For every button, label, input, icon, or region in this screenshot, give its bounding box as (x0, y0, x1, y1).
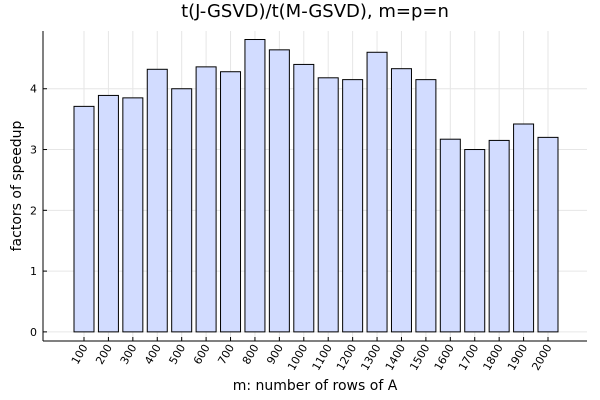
bar-200 (97, 94, 119, 333)
x-tick-label: 1500 (407, 342, 432, 373)
bar-1900 (513, 123, 535, 333)
x-tick-label: 700 (215, 342, 237, 367)
bar-1400 (390, 68, 412, 333)
x-tick-label: 500 (167, 342, 189, 367)
y-tick-label: 4 (30, 83, 37, 96)
x-tick-label: 1100 (310, 342, 335, 373)
x-tick-label: 1200 (334, 342, 359, 373)
y-tick-label: 3 (30, 144, 37, 157)
bar-1600 (439, 138, 461, 333)
y-tick-label: 1 (30, 265, 37, 278)
x-tick-label: 1000 (285, 342, 310, 373)
x-tick-label: 900 (264, 342, 286, 367)
x-tick-label: 200 (93, 342, 115, 367)
x-tick-label: 800 (240, 342, 262, 367)
bar-500 (171, 88, 193, 333)
bar-1500 (415, 79, 437, 333)
bar-2000 (537, 136, 559, 333)
x-tick-label: 400 (142, 342, 164, 367)
x-tick-label: 1900 (505, 342, 530, 373)
x-ticks: 100 200 300 400 500 600 700 800 900 1000 1100 1200 1… (69, 337, 555, 373)
bar-800 (244, 39, 266, 333)
bar-600 (195, 66, 217, 333)
bar-1100 (317, 77, 339, 333)
x-tick-label: 1400 (383, 342, 408, 373)
x-tick-label: 1700 (456, 342, 481, 373)
y-axis-label: factors of speedup (9, 121, 25, 252)
bar-1200 (342, 79, 364, 333)
x-axis-label: m: number of rows of A (233, 378, 398, 394)
x-tick-label: 600 (191, 342, 213, 367)
y-tick-label: 2 (30, 204, 37, 217)
x-tick-label: 1800 (480, 342, 505, 373)
x-tick-label: 2000 (529, 342, 554, 373)
bar-1300 (366, 51, 388, 333)
bar-300 (122, 97, 144, 333)
x-tick-label: 300 (118, 342, 140, 367)
x-tick-label: 1300 (358, 342, 383, 373)
bar-1700 (464, 149, 486, 333)
y-tick-label: 0 (30, 326, 37, 339)
bar-1800 (488, 139, 510, 333)
x-tick-label: 1600 (432, 342, 457, 373)
bars (73, 39, 559, 333)
bar-400 (146, 68, 168, 333)
bar-700 (220, 71, 242, 333)
x-tick-label: 100 (69, 342, 91, 367)
bar-1000 (293, 63, 315, 333)
chart-title: t(J-GSVD)/t(M-GSVD), m=p=n (181, 1, 449, 22)
y-ticks: 0 1 2 3 4 (30, 83, 47, 339)
bar-100 (73, 105, 95, 333)
bar-900 (268, 49, 290, 333)
